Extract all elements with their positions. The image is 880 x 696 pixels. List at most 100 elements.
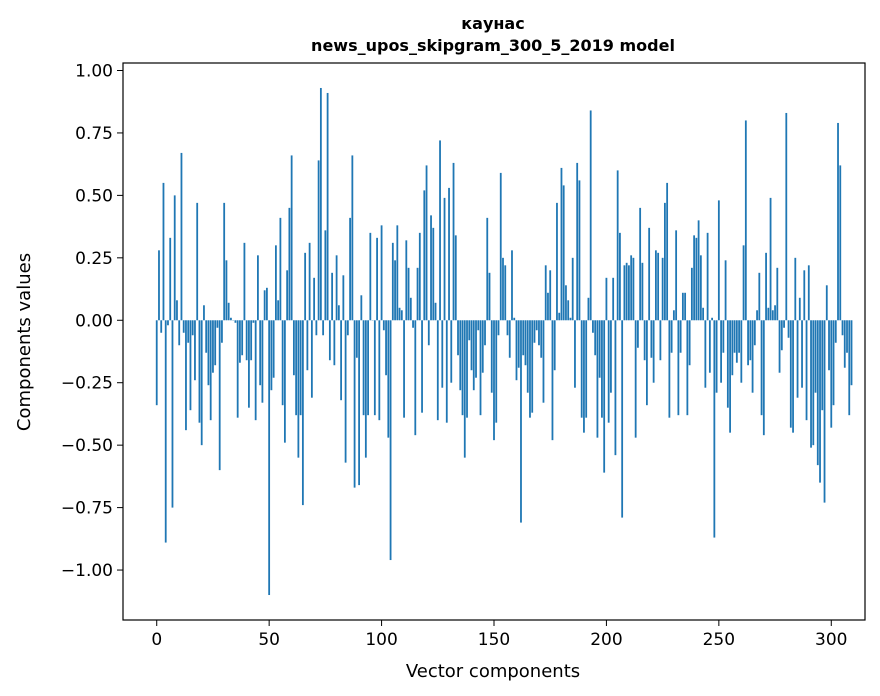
bar-99 — [378, 320, 381, 421]
bar-219 — [648, 227, 651, 321]
bar-167 — [531, 320, 534, 413]
bar-246 — [708, 320, 711, 373]
bar-284 — [794, 257, 797, 321]
x-axis: 0 50 100 150 200 250 300 — [151, 620, 847, 650]
y-tick-label: −0.75 — [61, 499, 113, 519]
bar-278 — [780, 320, 783, 351]
bar-132 — [452, 162, 455, 321]
bar-86 — [349, 217, 351, 321]
bar-8 — [173, 195, 176, 321]
bar-15 — [189, 320, 192, 411]
bar-308 — [848, 320, 851, 416]
x-tick-label: 0 — [151, 630, 162, 650]
bar-0 — [155, 320, 158, 406]
bar-35 — [234, 320, 237, 323]
bar-94 — [367, 320, 369, 416]
bar-43 — [252, 320, 255, 323]
bar-65 — [301, 320, 304, 506]
bar-305 — [841, 320, 844, 336]
bar-101 — [382, 320, 385, 331]
bar-300 — [830, 320, 833, 428]
bar-208 — [623, 265, 626, 321]
bar-141 — [472, 320, 475, 391]
bar-185 — [571, 257, 574, 321]
bar-55 — [279, 217, 282, 321]
bar-121 — [427, 320, 430, 346]
bar-44 — [254, 320, 257, 421]
bar-1 — [158, 250, 160, 321]
bar-169 — [535, 320, 538, 331]
bar-233 — [679, 320, 682, 353]
bar-260 — [740, 320, 743, 383]
bar-227 — [666, 182, 669, 321]
bar-198 — [601, 320, 603, 418]
bar-173 — [544, 265, 547, 321]
bar-252 — [722, 320, 725, 353]
bar-108 — [398, 307, 401, 321]
bar-102 — [385, 320, 387, 376]
bar-221 — [652, 320, 655, 383]
bar-225 — [661, 257, 664, 321]
bar-51 — [270, 320, 273, 391]
bar-21 — [203, 305, 205, 321]
bar-188 — [578, 180, 581, 321]
bar-7 — [171, 320, 174, 508]
bar-114 — [412, 320, 414, 328]
bar-26 — [214, 320, 217, 366]
bar-238 — [690, 267, 693, 321]
bar-286 — [798, 297, 801, 321]
bar-133 — [454, 235, 457, 321]
bar-174 — [547, 292, 549, 321]
bar-70 — [313, 277, 316, 321]
y-axis: 1.00 0.75 0.50 0.25 0.00 −0.25 −0.50 −0.75 −1.00 — [61, 61, 123, 581]
bar-215 — [639, 207, 642, 321]
bar-12 — [182, 320, 185, 333]
bar-46 — [259, 320, 262, 386]
x-tick-label: 50 — [258, 630, 280, 650]
bar-289 — [805, 320, 808, 421]
bar-244 — [704, 320, 707, 388]
bar-271 — [765, 252, 767, 321]
bar-161 — [517, 320, 520, 368]
bar-91 — [360, 295, 363, 321]
bar-66 — [304, 252, 307, 321]
bar-57 — [283, 320, 286, 443]
bar-160 — [515, 320, 518, 381]
bar-210 — [628, 265, 630, 321]
bar-32 — [227, 302, 230, 321]
bar-226 — [663, 202, 666, 321]
bar-125 — [436, 320, 439, 421]
bar-170 — [538, 320, 540, 346]
bar-60 — [290, 155, 293, 321]
y-tick-label: −1.00 — [61, 561, 113, 581]
bar-201 — [607, 320, 610, 423]
bar-69 — [310, 320, 313, 398]
bar-258 — [735, 320, 738, 363]
y-tick-label: 0.25 — [75, 249, 113, 269]
bar-29 — [221, 320, 223, 343]
bar-279 — [783, 320, 785, 328]
bar-186 — [574, 320, 576, 388]
bar-268 — [758, 272, 761, 321]
bar-42 — [250, 320, 253, 361]
bar-250 — [717, 200, 720, 321]
bar-163 — [522, 320, 525, 356]
bar-234 — [681, 292, 684, 321]
bar-120 — [425, 165, 428, 321]
bar-159 — [513, 317, 516, 321]
bar-207 — [621, 320, 624, 518]
bar-116 — [416, 267, 419, 321]
bar-53 — [275, 245, 277, 321]
bar-178 — [556, 202, 558, 321]
bar-179 — [558, 312, 561, 321]
bar-79 — [333, 320, 336, 366]
bar-74 — [322, 320, 325, 336]
bar-153 — [499, 172, 502, 321]
bar-242 — [699, 255, 702, 321]
bar-18 — [196, 202, 199, 321]
bar-128 — [443, 197, 446, 321]
bar-247 — [711, 317, 713, 321]
bar-63 — [297, 320, 300, 458]
bar-155 — [504, 265, 507, 321]
bar-16 — [191, 320, 194, 336]
